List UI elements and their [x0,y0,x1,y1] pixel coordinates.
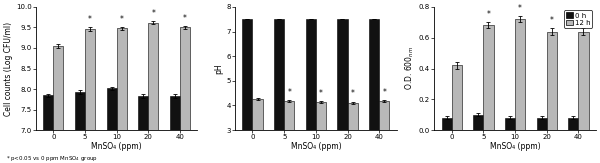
Bar [107,88,116,130]
Text: *: * [518,4,522,13]
Y-axis label: pH: pH [215,63,224,74]
X-axis label: MnSO₄ (ppm): MnSO₄ (ppm) [490,142,541,151]
Bar [568,118,578,130]
Bar [515,19,525,130]
Bar [274,19,284,130]
Text: * p<0.05 vs 0 ppm MnSO$_4$ group: * p<0.05 vs 0 ppm MnSO$_4$ group [6,154,98,163]
Bar [170,96,180,130]
Text: *: * [350,89,355,98]
X-axis label: MnSO₄ (ppm): MnSO₄ (ppm) [290,142,341,151]
Bar [337,19,347,130]
Bar [116,28,127,130]
Bar [536,118,547,130]
Bar [180,27,190,130]
Text: *: * [88,15,92,24]
Text: *: * [487,10,490,19]
Bar [347,103,358,130]
Bar [284,101,295,130]
Bar [369,19,379,130]
Bar [379,101,389,130]
Text: *: * [550,16,554,25]
Bar [442,118,452,130]
Bar [452,65,462,130]
Text: *: * [287,88,291,97]
X-axis label: MnSO₄ (ppm): MnSO₄ (ppm) [91,142,142,151]
Text: *: * [183,14,187,23]
Bar [547,31,557,130]
Text: *: * [382,88,386,97]
Legend: 0 h, 12 h: 0 h, 12 h [563,10,592,28]
Bar [505,118,515,130]
Bar [85,29,95,130]
Bar [473,115,484,130]
Bar [253,99,263,130]
Bar [578,31,589,130]
Bar [242,19,253,130]
Bar [53,46,64,130]
Y-axis label: O.D. 600$_{nm}$: O.D. 600$_{nm}$ [404,47,416,90]
Bar [306,19,316,130]
Text: *: * [581,16,586,25]
Bar [484,25,494,130]
Text: *: * [319,89,323,98]
Bar [148,22,158,130]
Text: *: * [120,15,124,23]
Bar [316,102,326,130]
Y-axis label: Cell counts (Log CFU/ml): Cell counts (Log CFU/ml) [4,22,13,116]
Bar [75,92,85,130]
Text: *: * [151,9,155,18]
Bar [43,95,53,130]
Bar [138,96,148,130]
